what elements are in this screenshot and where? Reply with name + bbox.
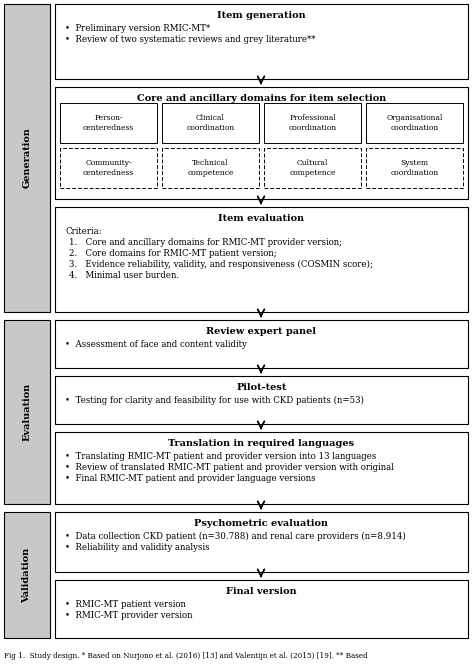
Bar (60, 148, 157, 188)
Text: •  RMIC-MT patient version: • RMIC-MT patient version (65, 600, 186, 609)
Bar (366, 103, 463, 143)
Text: Psychometric evaluation: Psychometric evaluation (194, 519, 328, 528)
Bar (4, 512, 50, 638)
Text: Item generation: Item generation (217, 11, 306, 20)
Text: 1.   Core and ancillary domains for RMIC-MT provider version;: 1. Core and ancillary domains for RMIC-M… (69, 238, 342, 247)
Text: Clinical
coordination: Clinical coordination (186, 114, 235, 132)
Text: •  Review of translated RMIC-MT patient and provider version with original: • Review of translated RMIC-MT patient a… (65, 463, 394, 472)
Bar (55, 432, 468, 504)
Text: Final version: Final version (226, 587, 297, 596)
Bar (366, 148, 463, 188)
Text: Translation in required languages: Translation in required languages (168, 439, 355, 448)
Bar (264, 103, 361, 143)
Bar (55, 376, 468, 424)
Text: Organisational
coordination: Organisational coordination (386, 114, 443, 132)
Text: •  Testing for clarity and feasibility for use with CKD patients (n=53): • Testing for clarity and feasibility fo… (65, 396, 364, 405)
Bar (162, 148, 259, 188)
Text: •  Reliability and validity analysis: • Reliability and validity analysis (65, 543, 210, 552)
Bar (162, 103, 259, 143)
Text: Technical
competence: Technical competence (187, 160, 234, 176)
Text: Evaluation: Evaluation (22, 383, 31, 441)
Text: Person-
centeredness: Person- centeredness (83, 114, 134, 132)
Text: •  Preliminary version RMIC-MT*: • Preliminary version RMIC-MT* (65, 24, 210, 33)
Bar (55, 207, 468, 312)
Text: •  Review of two systematic reviews and grey literature**: • Review of two systematic reviews and g… (65, 35, 316, 44)
Text: Validation: Validation (22, 547, 31, 603)
Bar (55, 87, 468, 199)
Bar (264, 148, 361, 188)
Bar (4, 4, 50, 312)
Text: Core and ancillary domains for item selection: Core and ancillary domains for item sele… (137, 94, 386, 103)
Text: Community-
centeredness: Community- centeredness (83, 160, 134, 176)
Text: Item evaluation: Item evaluation (219, 214, 305, 223)
Bar (60, 103, 157, 143)
Text: •  Translating RMIC-MT patient and provider version into 13 languages: • Translating RMIC-MT patient and provid… (65, 452, 376, 461)
Bar (55, 512, 468, 572)
Text: Pilot-test: Pilot-test (237, 383, 287, 392)
Text: Review expert panel: Review expert panel (207, 327, 317, 336)
Text: •  Final RMIC-MT patient and provider language versions: • Final RMIC-MT patient and provider lan… (65, 474, 316, 483)
Text: •  RMIC-MT provider version: • RMIC-MT provider version (65, 611, 192, 620)
Text: •  Assessment of face and content validity: • Assessment of face and content validit… (65, 340, 247, 349)
Text: Generation: Generation (22, 128, 31, 188)
Bar (55, 4, 468, 79)
Text: 4.   Minimal user burden.: 4. Minimal user burden. (69, 271, 179, 280)
Text: 2.   Core domains for RMIC-MT patient version;: 2. Core domains for RMIC-MT patient vers… (69, 249, 277, 258)
Text: Criteria:: Criteria: (65, 227, 101, 236)
Text: Professional
coordination: Professional coordination (288, 114, 337, 132)
Bar (55, 320, 468, 368)
Text: •  Data collection CKD patient (n=30.788) and renal care providers (n=8.914): • Data collection CKD patient (n=30.788)… (65, 532, 406, 541)
Text: Cultural
competence: Cultural competence (289, 160, 336, 176)
Text: 3.   Evidence reliability, validity, and responsiveness (COSMIN score);: 3. Evidence reliability, validity, and r… (69, 260, 373, 269)
Bar (4, 320, 50, 504)
Text: System
coordination: System coordination (391, 160, 438, 176)
Bar (55, 580, 468, 638)
Text: Fig 1.  Study design. * Based on Nurjono et al. (2016) [13] and Valentijn et al.: Fig 1. Study design. * Based on Nurjono … (4, 652, 368, 660)
